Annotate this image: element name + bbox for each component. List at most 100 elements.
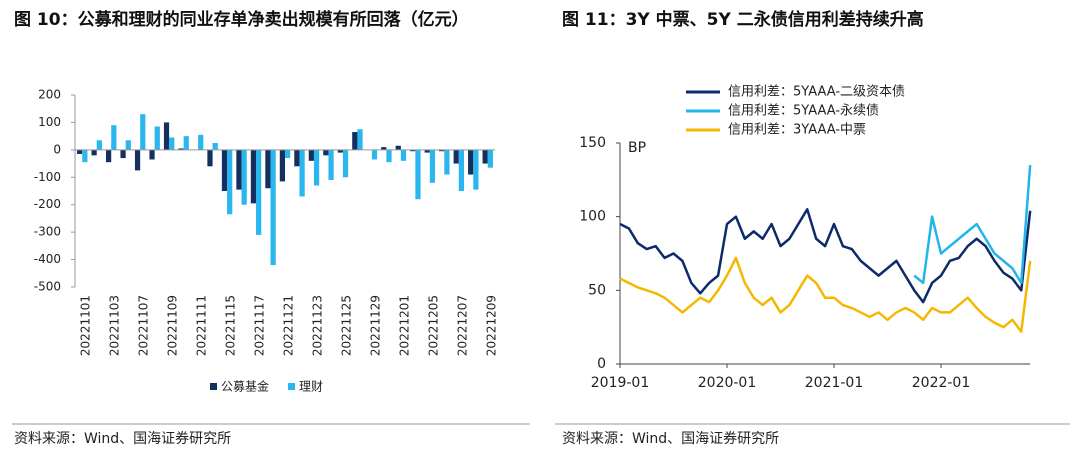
legend-label: 信用利差：3YAAA-中票 (728, 123, 866, 138)
y-tick-label: 50 (588, 282, 606, 298)
bar (294, 149, 300, 167)
y-tick-label: 150 (579, 135, 606, 151)
bar (236, 149, 242, 190)
line (913, 165, 1032, 285)
legend-swatch (288, 383, 295, 390)
bar (241, 149, 247, 205)
legend-label: 公募基金 (221, 379, 269, 394)
bar (212, 143, 218, 150)
bar (308, 149, 314, 161)
bar (429, 149, 436, 183)
bar (386, 149, 392, 163)
legend-swatch (210, 383, 217, 390)
legend-label: 理财 (299, 380, 323, 394)
bar (473, 149, 479, 190)
bar (444, 149, 450, 175)
x-tick-label: 20221121 (282, 295, 296, 356)
bar (400, 149, 407, 161)
y-axis-label: BP (628, 140, 646, 156)
source: 资料来源：Wind、国海证券研究所 (14, 431, 232, 447)
x-tick-label: 20221117 (253, 295, 267, 356)
y-tick-label: 0 (53, 142, 61, 156)
bar (250, 149, 257, 204)
bar (371, 149, 378, 160)
bar (313, 149, 320, 186)
bar (134, 149, 141, 171)
bar (198, 134, 204, 150)
line (619, 256, 1032, 333)
bar (221, 149, 228, 191)
y-tick-label: -300 (34, 225, 61, 239)
bar (285, 149, 291, 159)
bar (453, 149, 459, 164)
x-tick-label: 20221123 (310, 295, 324, 356)
bar (487, 149, 493, 168)
bar (270, 149, 276, 266)
x-tick-label: 20221115 (224, 295, 238, 356)
x-tick-label: 20221207 (455, 295, 469, 356)
bar (458, 149, 465, 191)
x-tick-label: 2022-01 (912, 375, 971, 391)
chart-title: 图 10：公募和理财的同业存单净卖出规模有所回落（亿元） (14, 10, 469, 30)
bar (299, 149, 305, 197)
y-tick-label: -400 (34, 252, 61, 266)
y-tick-label: -100 (34, 170, 61, 184)
legend-label: 信用利差：5YAAA-二级资本债 (728, 85, 905, 100)
x-tick-label: 20221111 (195, 295, 209, 356)
x-tick-label: 2021-01 (805, 375, 864, 391)
bar (154, 126, 160, 150)
y-tick-label: -500 (34, 280, 61, 294)
x-tick-label: 20221201 (397, 295, 411, 356)
bar (227, 149, 233, 215)
x-tick-label: 20221109 (166, 295, 180, 356)
bar (410, 149, 416, 152)
bar (357, 129, 363, 150)
bar (120, 149, 126, 159)
bar (265, 149, 271, 189)
bar (77, 149, 83, 154)
bar (439, 149, 445, 152)
bar (328, 149, 334, 181)
chart-title: 图 11：3Y 中票、5Y 二永债信用利差持续升高 (562, 10, 924, 30)
bar (424, 149, 430, 153)
x-tick-label: 20221205 (426, 295, 440, 356)
bar (415, 149, 421, 200)
line (619, 208, 1032, 304)
bar (395, 145, 401, 150)
source: 资料来源：Wind、国海证券研究所 (562, 431, 780, 447)
bar (169, 137, 175, 150)
bar (183, 136, 189, 150)
x-tick-label: 20221107 (137, 295, 151, 356)
y-tick-label: -200 (34, 197, 61, 211)
bar (279, 149, 285, 182)
x-tick-label: 20221209 (484, 295, 498, 356)
x-tick-label: 2019-01 (591, 375, 650, 391)
bar (381, 147, 387, 150)
x-tick-label: 20221125 (339, 295, 353, 356)
bar (323, 149, 329, 156)
bar (337, 149, 343, 153)
bar (178, 148, 184, 150)
bar (91, 149, 97, 156)
bar (96, 140, 102, 150)
y-tick-label: 200 (38, 88, 61, 102)
bar (125, 140, 131, 150)
bar (149, 149, 155, 160)
x-tick-label: 20221101 (79, 295, 93, 356)
bar (140, 114, 146, 150)
bar (163, 122, 170, 150)
x-tick-label: 20221129 (368, 295, 382, 356)
bar (82, 149, 88, 163)
x-tick-label: 20221103 (108, 295, 122, 356)
x-tick-label: 2020-01 (698, 375, 757, 391)
bar (342, 149, 349, 178)
bar (468, 149, 474, 175)
legend-label: 信用利差：5YAAA-永续债 (728, 104, 879, 119)
bar (111, 125, 117, 150)
bar (207, 149, 213, 167)
bar (352, 132, 358, 150)
y-tick-label: 100 (38, 115, 61, 129)
bar (482, 149, 488, 164)
